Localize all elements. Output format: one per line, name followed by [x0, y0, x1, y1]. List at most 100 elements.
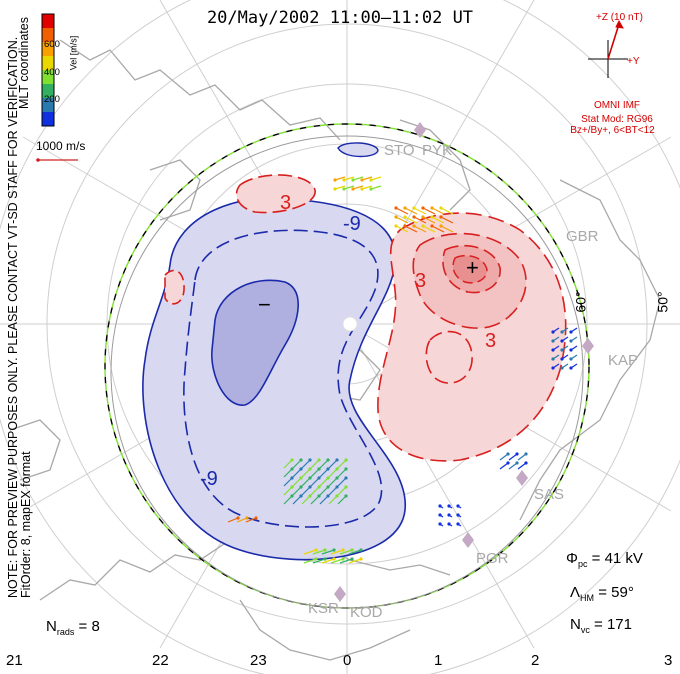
velocity-vector-origin [551, 339, 555, 343]
velocity-vector-origin [360, 187, 364, 191]
velocity-vector-origin [326, 494, 330, 498]
velocity-vector-origin [308, 485, 312, 489]
colorbar-frame [41, 13, 55, 127]
velocity-vector-origin [299, 476, 303, 480]
velocity-vector-origin [290, 458, 294, 462]
colorbar-segment [42, 56, 54, 71]
velocity-vector-origin [447, 513, 451, 517]
velocity-vector [310, 486, 320, 496]
velocity-vector-origin [560, 366, 564, 370]
preview-note: NOTE: FOR PREVIEW PURPOSES ONLY. PLEASE … [6, 28, 33, 598]
velocity-vector-origin [326, 467, 330, 471]
velocity-vector-origin [439, 224, 443, 228]
station-pgr: PGR [476, 550, 509, 567]
colorbar-segment [42, 84, 54, 99]
velocity-vector [404, 216, 418, 224]
velocity-vector [499, 462, 509, 470]
station-gbr: GBR [566, 228, 599, 245]
velocity-vector-origin [403, 215, 407, 219]
colorbar-tick-600: 600 [44, 39, 60, 50]
velocity-vector [404, 207, 418, 215]
colorbar-segment [42, 28, 54, 43]
velocity-vector-origin [317, 467, 321, 471]
vector-count: Nvc = 171 [570, 616, 632, 635]
imf-y-label: +Y [627, 56, 640, 67]
velocity-vector [422, 207, 436, 215]
station-sto: STO [384, 142, 415, 159]
velocity-vector [303, 549, 317, 555]
contour-label: -9 [343, 213, 361, 235]
velocity-vector-origin [421, 224, 425, 228]
velocity-vector-origin [317, 494, 321, 498]
velocity-vector [395, 225, 409, 233]
velocity-vector-origin [317, 485, 321, 489]
velocity-vector-origin [299, 467, 303, 471]
velocity-vector-origin [350, 548, 354, 552]
velocity-vector-origin [438, 504, 442, 508]
velocity-vector [440, 216, 454, 224]
velocity-vector-origin [360, 178, 364, 182]
potential-minimum-marker: − [258, 292, 271, 317]
contour-label: 3 [280, 192, 292, 214]
velocity-vector [319, 468, 329, 478]
coordinate-label: MLT coordinates [17, 17, 31, 109]
boundary-inner-circle [110, 135, 584, 609]
velocity-vector-origin [394, 206, 398, 210]
velocity-vector-origin [551, 348, 555, 352]
velocity-vector-origin [369, 178, 373, 182]
velocity-vector-origin [326, 458, 330, 462]
velocity-vector [236, 517, 248, 523]
velocity-vector [422, 225, 436, 233]
lambda-subscript: HM [580, 593, 595, 603]
nvc-subscript: vc [580, 625, 590, 635]
latitude-label-60: 60° [572, 291, 589, 313]
velocity-vector [330, 558, 344, 564]
mlt-tick-1: 1 [434, 652, 443, 669]
cross-polar-potential: Φpc = 41 kV [566, 550, 643, 569]
velocity-vector [339, 549, 353, 555]
velocity-vector-origin [308, 476, 312, 480]
nrads-symbol: N [46, 618, 57, 635]
velocity-vector [413, 225, 427, 233]
velocity-vector-origin [412, 224, 416, 228]
velocity-vector [319, 495, 329, 505]
velocity-vector [422, 216, 436, 224]
velocity-vector-origin [456, 522, 460, 526]
latitude-label-50: 50° [654, 291, 671, 313]
colorbar-title: Vel [m/s] [68, 35, 79, 71]
velocity-vector-origin [350, 557, 354, 561]
velocity-colorbar [41, 13, 55, 127]
velocity-vector-origin [403, 206, 407, 210]
phi-value: = 41 kV [591, 550, 643, 567]
velocity-vector-origin [421, 215, 425, 219]
velocity-vector [370, 185, 382, 190]
contour-label: 3 [485, 330, 497, 352]
velocity-vector [431, 216, 445, 224]
velocity-vector [352, 176, 364, 181]
velocity-vector [361, 185, 373, 190]
mlt-tick-0: 0 [343, 652, 352, 669]
velocity-vector-origin [569, 330, 573, 334]
velocity-vector [413, 207, 427, 215]
velocity-vector [310, 477, 320, 487]
velocity-vector-origin [551, 330, 555, 334]
velocity-vector [310, 459, 320, 469]
velocity-vector [301, 477, 311, 487]
velocity-vector-origin [569, 366, 573, 370]
velocity-vector [312, 558, 326, 564]
velocity-vector-origin [560, 339, 564, 343]
velocity-vector-origin [314, 548, 318, 552]
velocity-vector-origin [351, 187, 355, 191]
velocity-vector-origin [430, 215, 434, 219]
velocity-vector [292, 468, 302, 478]
velocity-vector-origin [299, 494, 303, 498]
phi-symbol: Φ [566, 550, 578, 567]
station-pyk: PYK [422, 142, 453, 159]
nrads-value: = 8 [78, 618, 100, 635]
velocity-vector-origin [335, 467, 339, 471]
velocity-vector-origin [359, 557, 363, 561]
velocity-vector-origin [323, 557, 327, 561]
velocity-vector [517, 453, 527, 461]
velocity-vector [508, 453, 518, 461]
velocity-vector [283, 486, 293, 496]
